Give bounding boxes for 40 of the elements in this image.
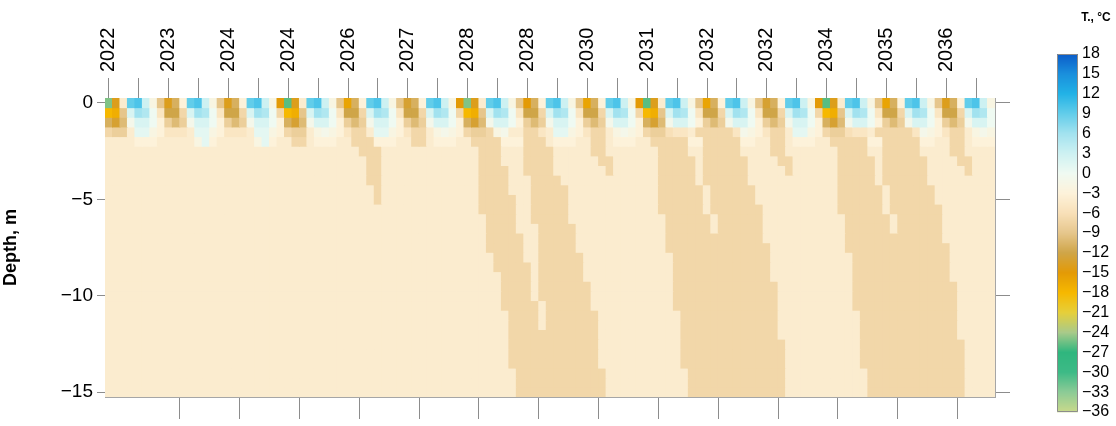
y-tick-label: −10 xyxy=(60,283,93,305)
y-tick-label: −15 xyxy=(60,380,93,402)
color-bar-label: −33 xyxy=(1082,382,1110,400)
color-bar-label: 12 xyxy=(1082,84,1100,102)
color-bar-label: −36 xyxy=(1082,402,1110,420)
color-bar-label: −21 xyxy=(1082,302,1110,320)
x-tick-label: 2030 xyxy=(574,27,597,72)
y-axis-title: Depth, m xyxy=(0,208,20,287)
x-tick-label: 2034 xyxy=(814,27,837,72)
x-tick-label: 2032 xyxy=(754,27,777,72)
x-tick-label: 2027 xyxy=(395,27,418,72)
color-bar-label: −27 xyxy=(1082,342,1110,360)
x-tick-label: 2022 xyxy=(96,27,119,72)
x-tick-label: 2023 xyxy=(156,27,179,72)
color-bar-label: −3 xyxy=(1082,183,1101,201)
x-tick-label: 2024 xyxy=(275,27,298,72)
x-tick-label: 2028 xyxy=(515,27,538,72)
color-bar-label: −9 xyxy=(1082,223,1101,241)
color-bar-label: −6 xyxy=(1082,203,1101,221)
color-bar-label: −24 xyxy=(1082,322,1110,340)
color-bar-title: T., °C xyxy=(1081,10,1112,25)
color-bar-label: 3 xyxy=(1082,143,1091,161)
x-tick-label: 2026 xyxy=(335,27,358,72)
y-tick-label: 0 xyxy=(82,91,93,113)
color-bar-label: −30 xyxy=(1082,362,1110,380)
x-tick-label: 2028 xyxy=(455,27,478,72)
x-tick-label: 2036 xyxy=(933,27,956,72)
x-tick-label: 2024 xyxy=(215,27,238,72)
x-tick-label: 2031 xyxy=(634,27,657,72)
y-tick-label: −5 xyxy=(71,187,93,209)
color-bar-label: 9 xyxy=(1082,104,1091,122)
color-bar-label: −18 xyxy=(1082,283,1110,301)
x-tick-label: 2035 xyxy=(874,27,897,72)
x-tick-label: 2032 xyxy=(694,27,717,72)
color-bar-label: 0 xyxy=(1082,163,1091,181)
color-bar-label: 18 xyxy=(1082,44,1100,62)
color-bar-label: 6 xyxy=(1082,123,1091,141)
color-bar-label: −15 xyxy=(1082,263,1110,281)
color-bar-label: 15 xyxy=(1082,64,1100,82)
color-bar-label: −12 xyxy=(1082,243,1110,261)
